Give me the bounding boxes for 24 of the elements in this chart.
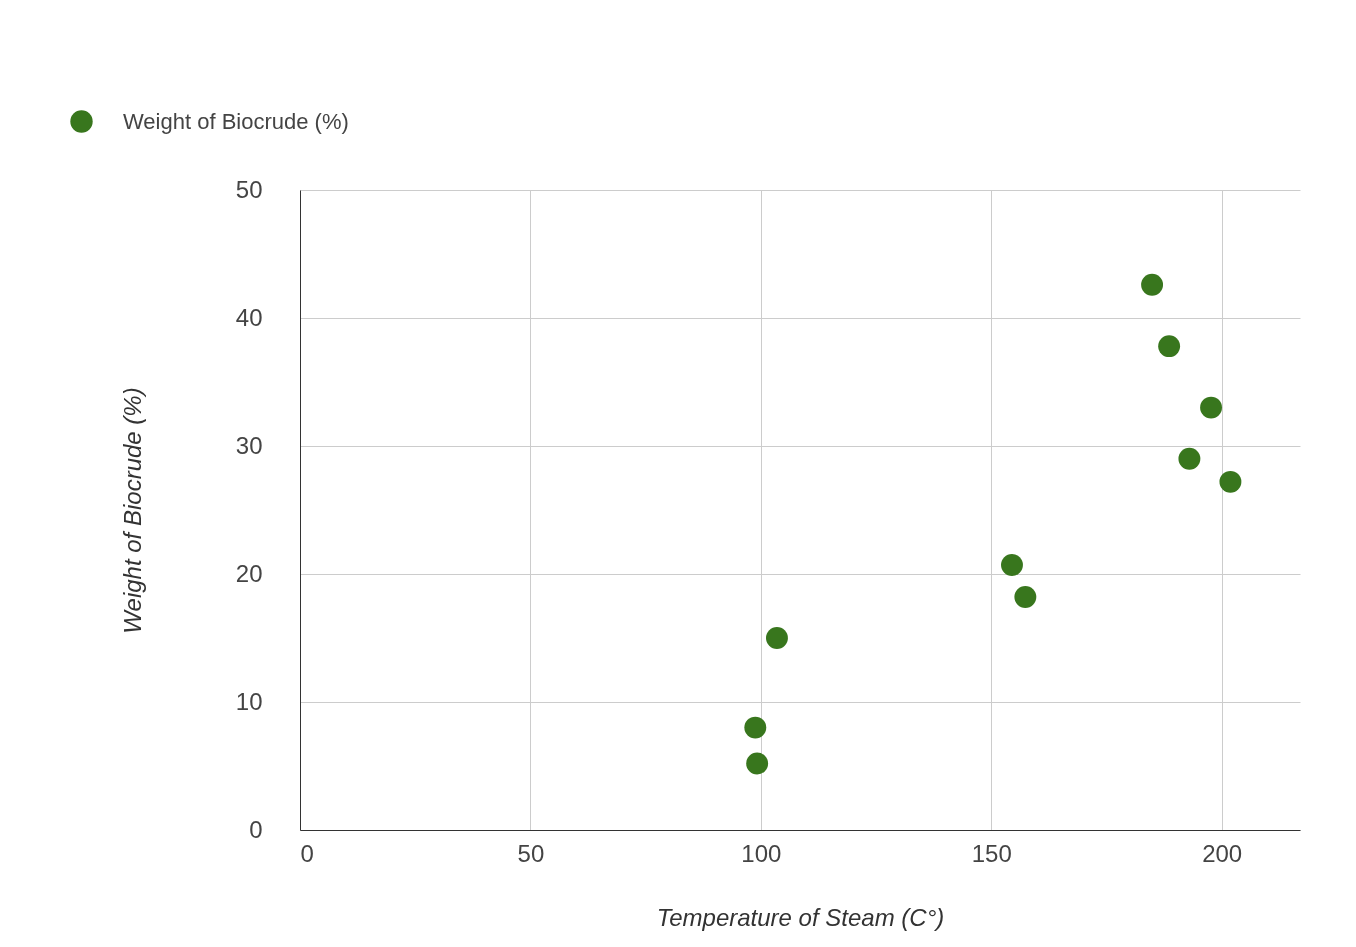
- x-tick-label: 50: [517, 839, 545, 867]
- point: [746, 752, 769, 775]
- point: [1141, 273, 1164, 296]
- point: [1178, 447, 1201, 470]
- point: [1001, 554, 1023, 576]
- y-tick-label: 40: [235, 303, 263, 331]
- legend-label: Weight of Biocrude (%): [123, 108, 349, 134]
- x-tick-label: 100: [741, 839, 782, 867]
- x-axis-title: Temperature of Steam (C°): [656, 903, 945, 931]
- y-axis-title: Weight of Biocrude (%): [118, 387, 146, 634]
- y-tick-label: 50: [235, 175, 263, 203]
- point: [744, 716, 767, 739]
- x-tick-label: 0: [300, 839, 314, 867]
- y-tick-label: 10: [235, 687, 263, 715]
- point: [1219, 470, 1242, 493]
- x-tick-label: 200: [1202, 839, 1243, 867]
- point: [1200, 396, 1223, 419]
- point: [1014, 586, 1037, 608]
- y-tick-label: 0: [249, 815, 263, 843]
- x-tick-label: 150: [971, 839, 1012, 867]
- y-tick-label: 20: [235, 559, 263, 587]
- point: [1158, 335, 1181, 358]
- y-tick-label: 30: [235, 431, 263, 459]
- point: [766, 627, 788, 649]
